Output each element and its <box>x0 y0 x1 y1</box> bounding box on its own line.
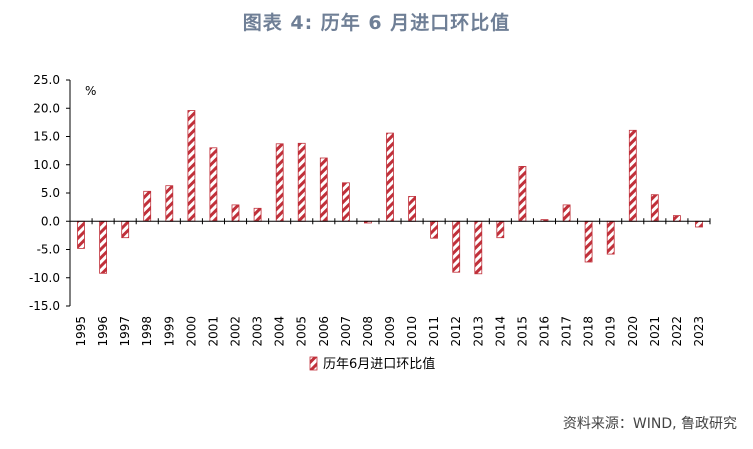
y-tick-label: -15.0 <box>29 299 60 313</box>
bar-2000 <box>187 110 196 222</box>
bar-2015 <box>518 165 527 222</box>
x-tick-label: 2010 <box>405 316 419 347</box>
x-tick-label: 2014 <box>493 316 507 347</box>
bar-2019 <box>606 220 615 255</box>
x-tick-label: 2003 <box>251 316 265 347</box>
x-tick-label: 2015 <box>515 316 529 347</box>
x-tick-label: 2019 <box>604 316 618 347</box>
x-tick-label: 2006 <box>317 316 331 347</box>
y-tick-label: 20.0 <box>33 101 60 115</box>
x-tick-label: 1996 <box>96 316 110 347</box>
bar-2017 <box>562 204 571 222</box>
x-tick-label: 2009 <box>383 316 397 347</box>
x-tick-label: 1997 <box>118 316 132 347</box>
bar-2013 <box>474 220 483 275</box>
unit-label: % <box>85 84 96 98</box>
bar-2018 <box>584 220 593 263</box>
x-tick-label: 2004 <box>273 316 287 347</box>
bar-2010 <box>408 195 417 222</box>
x-tick-label: 2005 <box>295 316 309 347</box>
bar-2023 <box>695 220 703 228</box>
x-tick-label: 2001 <box>206 316 220 347</box>
x-tick-label: 2018 <box>582 316 596 347</box>
bar-2001 <box>209 147 218 222</box>
x-tick-label: 1995 <box>74 316 88 347</box>
x-tick-label: 2011 <box>427 316 441 347</box>
bar-2006 <box>319 157 328 222</box>
x-tick-label: 1998 <box>140 316 154 347</box>
x-tick-label: 2002 <box>229 316 243 347</box>
y-tick-label: 5.0 <box>41 186 60 200</box>
bar-2009 <box>386 132 394 222</box>
bar-2012 <box>452 220 461 273</box>
bar-2003 <box>253 207 262 222</box>
bar-1995 <box>77 220 85 249</box>
y-tick-label: -10.0 <box>29 271 60 285</box>
legend-swatch <box>309 356 318 371</box>
bar-1999 <box>165 185 174 222</box>
source-note: 资料来源：WIND, 鲁政研究 <box>562 416 737 432</box>
bar-2002 <box>231 204 240 222</box>
x-tick-label: 2012 <box>449 316 463 347</box>
bar-2021 <box>650 194 659 222</box>
bar-1996 <box>99 220 107 274</box>
bar-2022 <box>673 215 681 222</box>
bar-2007 <box>341 182 350 222</box>
x-tick-label: 2020 <box>626 316 640 347</box>
legend-label: 历年6月进口环比值 <box>323 356 435 372</box>
bar-2011 <box>430 220 439 239</box>
x-tick-label: 2008 <box>361 316 375 347</box>
y-tick-label: 15.0 <box>33 130 60 144</box>
bar-2004 <box>275 143 284 222</box>
y-tick-label: 10.0 <box>33 158 60 172</box>
x-tick-label: 2016 <box>538 316 552 347</box>
x-tick-label: 2000 <box>184 316 198 347</box>
chart-title: 图表 4: 历年 6 月进口环比值 <box>242 12 511 34</box>
x-tick-label: 2022 <box>670 316 684 347</box>
x-tick-label: 2021 <box>648 316 662 347</box>
y-tick-label: -5.0 <box>37 243 60 257</box>
x-tick-label: 2013 <box>471 316 485 347</box>
bar-1997 <box>121 220 130 239</box>
x-tick-label: 1999 <box>162 316 176 347</box>
bar-2005 <box>297 142 306 222</box>
bar-1998 <box>143 190 152 222</box>
x-tick-label: 2017 <box>560 316 574 347</box>
bar-2014 <box>496 220 505 239</box>
x-tick-label: 2007 <box>339 316 353 347</box>
y-tick-label: 25.0 <box>33 73 60 87</box>
x-tick-label: 2023 <box>692 316 706 347</box>
bar-2020 <box>628 129 637 222</box>
y-tick-label: 0.0 <box>41 214 60 228</box>
